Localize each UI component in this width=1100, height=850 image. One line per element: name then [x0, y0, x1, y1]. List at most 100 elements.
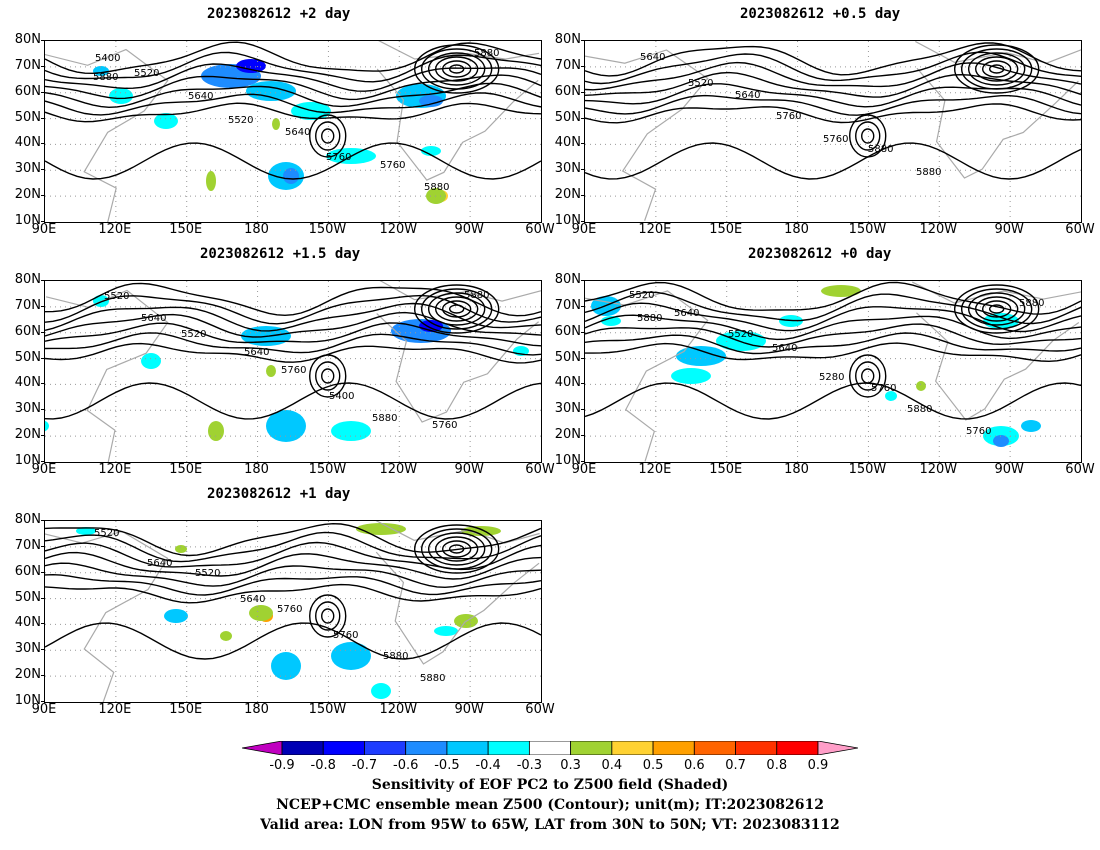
z500-contour [585, 51, 1081, 85]
contour-label: 5880 [383, 651, 408, 662]
coastline [585, 290, 709, 462]
colorbar-box [487, 741, 530, 755]
z500-low-contour [427, 292, 486, 326]
colorbar-box [281, 741, 324, 755]
sensitivity-shading [271, 652, 301, 680]
lat-tick [581, 169, 585, 171]
z500-contour [45, 583, 541, 604]
lat-label: 10N [554, 213, 581, 228]
z500-low-contour [953, 44, 1040, 94]
z500-contour [45, 102, 541, 123]
panel-title: 2023082612 +0 day [748, 246, 892, 262]
z500-low-contour [974, 56, 1019, 82]
coastline [915, 41, 1081, 64]
z500-contour [585, 302, 1081, 333]
sensitivity-shading [1021, 420, 1041, 432]
lat-tick [581, 117, 585, 119]
contour-label: 5520 [134, 68, 159, 79]
lon-label: 60W [1065, 222, 1095, 237]
lon-label: 60W [525, 702, 555, 717]
colorbar-label: -0.6 [393, 758, 419, 773]
lat-label: 70N [554, 297, 581, 313]
sensitivity-shading [283, 168, 299, 184]
z500-contour [585, 314, 1081, 341]
lat-tick [581, 65, 585, 67]
colorbar-box [446, 741, 489, 755]
contour-label: 5880 [372, 413, 397, 424]
z500-contour-5880 [585, 142, 1081, 180]
z500-low-contour [420, 528, 493, 570]
lat-label: 20N [14, 667, 41, 683]
colorbar-label: 0.7 [725, 758, 746, 773]
lon-label: 150E [709, 222, 743, 237]
z500-contour [45, 74, 541, 101]
z500-contour [585, 281, 1081, 315]
lon-label: 120E [98, 222, 132, 237]
lat-label: 60N [554, 83, 581, 99]
contour-label: 5280 [819, 372, 844, 383]
z500-contour-5880 [45, 382, 541, 420]
lat-tick [41, 65, 45, 67]
coastline [376, 68, 539, 181]
z500-low-contour [420, 48, 493, 90]
contour-label: 5640 [735, 90, 760, 101]
lon-label: 90E [31, 702, 57, 717]
z500-low-contour [427, 52, 486, 86]
z500-low-contour [413, 524, 500, 574]
z500-low-contour [981, 300, 1012, 318]
z500-cutoff-contour [315, 361, 341, 391]
z500-low-contour [960, 48, 1033, 90]
z500-low-contour [441, 300, 472, 318]
z500-low-contour [434, 56, 479, 82]
sensitivity-shading [371, 683, 391, 699]
lat-label: 40N [14, 135, 41, 151]
lat-tick [41, 383, 45, 385]
colorbar-label: -0.5 [434, 758, 460, 773]
lon-label: 150E [169, 222, 203, 237]
coastline [379, 281, 541, 302]
lat-label: 30N [554, 161, 581, 177]
lat-label: 80N [14, 32, 41, 47]
z500-cutoff-contour [309, 594, 347, 638]
z500-contour [45, 322, 541, 347]
lat-tick [581, 461, 585, 462]
lat-label: 80N [14, 272, 41, 287]
colorbar-label: 0.5 [642, 758, 664, 773]
coastline [378, 41, 540, 60]
contour-label: 5520 [104, 291, 129, 302]
z500-cutoff-contour [849, 354, 887, 398]
z500-low-contour [967, 52, 1026, 86]
coastline [376, 313, 539, 423]
contour-label: 5640 [244, 347, 269, 358]
caption-line-3: Valid area: LON from 95W to 65W, LAT fro… [260, 817, 840, 833]
lat-tick [41, 461, 45, 462]
lat-tick [41, 409, 45, 411]
z500-contour [585, 71, 1081, 98]
contour-label: 5880 [637, 313, 662, 324]
z500-cutoff-contour [309, 354, 347, 398]
lat-tick [41, 623, 45, 625]
lat-label: 10N [14, 693, 41, 708]
lat-tick [581, 409, 585, 411]
colorbar-box [652, 741, 695, 755]
lon-label: 120W [379, 462, 418, 477]
sensitivity-shading [76, 527, 96, 535]
lat-tick [41, 520, 45, 521]
lat-tick [41, 675, 45, 677]
lat-label: 60N [14, 563, 41, 579]
z500-low-contour [441, 60, 472, 78]
z500-contour [45, 282, 541, 317]
sensitivity-shading [601, 316, 621, 326]
lon-label: 90W [994, 462, 1024, 477]
lat-tick [581, 280, 585, 281]
contour-label: 5880 [474, 48, 499, 59]
colorbar-label: 0.9 [807, 758, 829, 773]
z500-contour [585, 323, 1081, 348]
lat-tick [41, 40, 45, 41]
lat-label: 10N [554, 453, 581, 468]
sensitivity-shading [331, 642, 371, 670]
lat-tick [41, 221, 45, 222]
map-frame: 5520 5640 5520 5640 5280 5760 5880 5760 5880 5880 [584, 280, 1082, 463]
lat-label: 50N [14, 589, 41, 605]
contour-label: 5640 [772, 343, 797, 354]
